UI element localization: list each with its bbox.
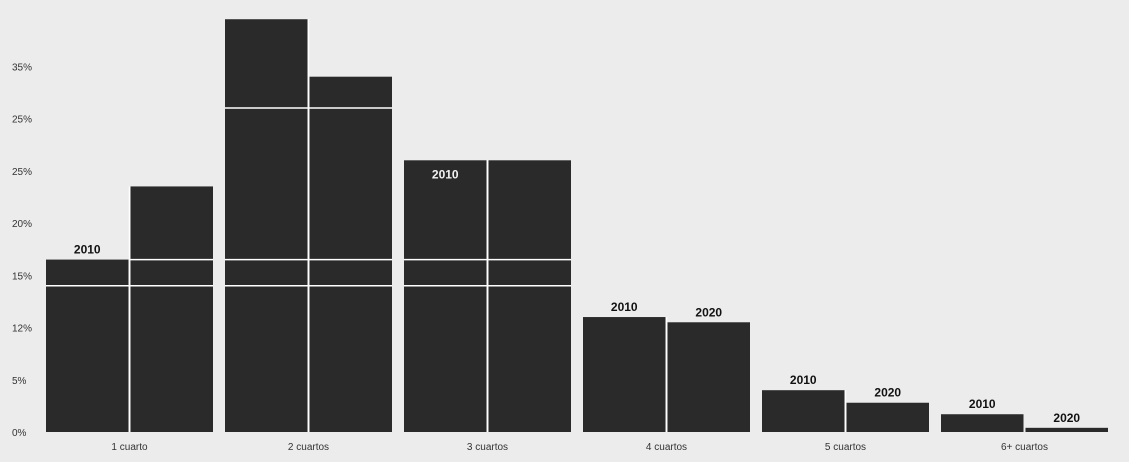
category-label: 3 cuartos bbox=[467, 442, 508, 453]
bar-first-4 bbox=[762, 390, 845, 432]
category-label: 2 cuartos bbox=[288, 442, 329, 453]
bar-second-1 bbox=[309, 76, 392, 432]
bar-first-0 bbox=[46, 259, 129, 432]
data-label: 2010 bbox=[969, 397, 996, 411]
y-tick-label: 25% bbox=[12, 167, 32, 178]
bar-first-3 bbox=[583, 317, 666, 432]
category-label: 1 cuarto bbox=[111, 442, 148, 453]
bar-second-4 bbox=[846, 402, 929, 432]
category-label: 6+ cuartos bbox=[1001, 442, 1048, 453]
data-label: 2020 bbox=[874, 386, 901, 400]
y-tick-label: 15% bbox=[12, 271, 32, 282]
y-tick-label: 5% bbox=[12, 376, 27, 387]
y-tick-label: 12% bbox=[12, 324, 32, 335]
data-label: 2020 bbox=[695, 305, 722, 319]
data-label: 2010 bbox=[432, 167, 459, 181]
data-label: 2010 bbox=[611, 300, 638, 314]
category-label: 5 cuartos bbox=[825, 442, 866, 453]
y-tick-label: 35% bbox=[12, 62, 32, 73]
bar-first-5 bbox=[941, 414, 1024, 432]
y-tick-label: 20% bbox=[12, 219, 32, 230]
bar-first-2 bbox=[404, 160, 487, 433]
category-label: 4 cuartos bbox=[646, 442, 687, 453]
bar-second-5 bbox=[1025, 427, 1108, 432]
bar-second-2 bbox=[488, 160, 571, 433]
data-label: 2010 bbox=[74, 243, 101, 257]
y-tick-label: 25% bbox=[12, 115, 32, 126]
data-label: 2020 bbox=[1053, 411, 1080, 425]
bar-second-0 bbox=[130, 186, 213, 432]
bar-second-3 bbox=[667, 322, 750, 432]
bar-first-1 bbox=[225, 19, 308, 432]
y-tick-label: 0% bbox=[12, 428, 27, 439]
data-label: 2010 bbox=[790, 373, 817, 387]
